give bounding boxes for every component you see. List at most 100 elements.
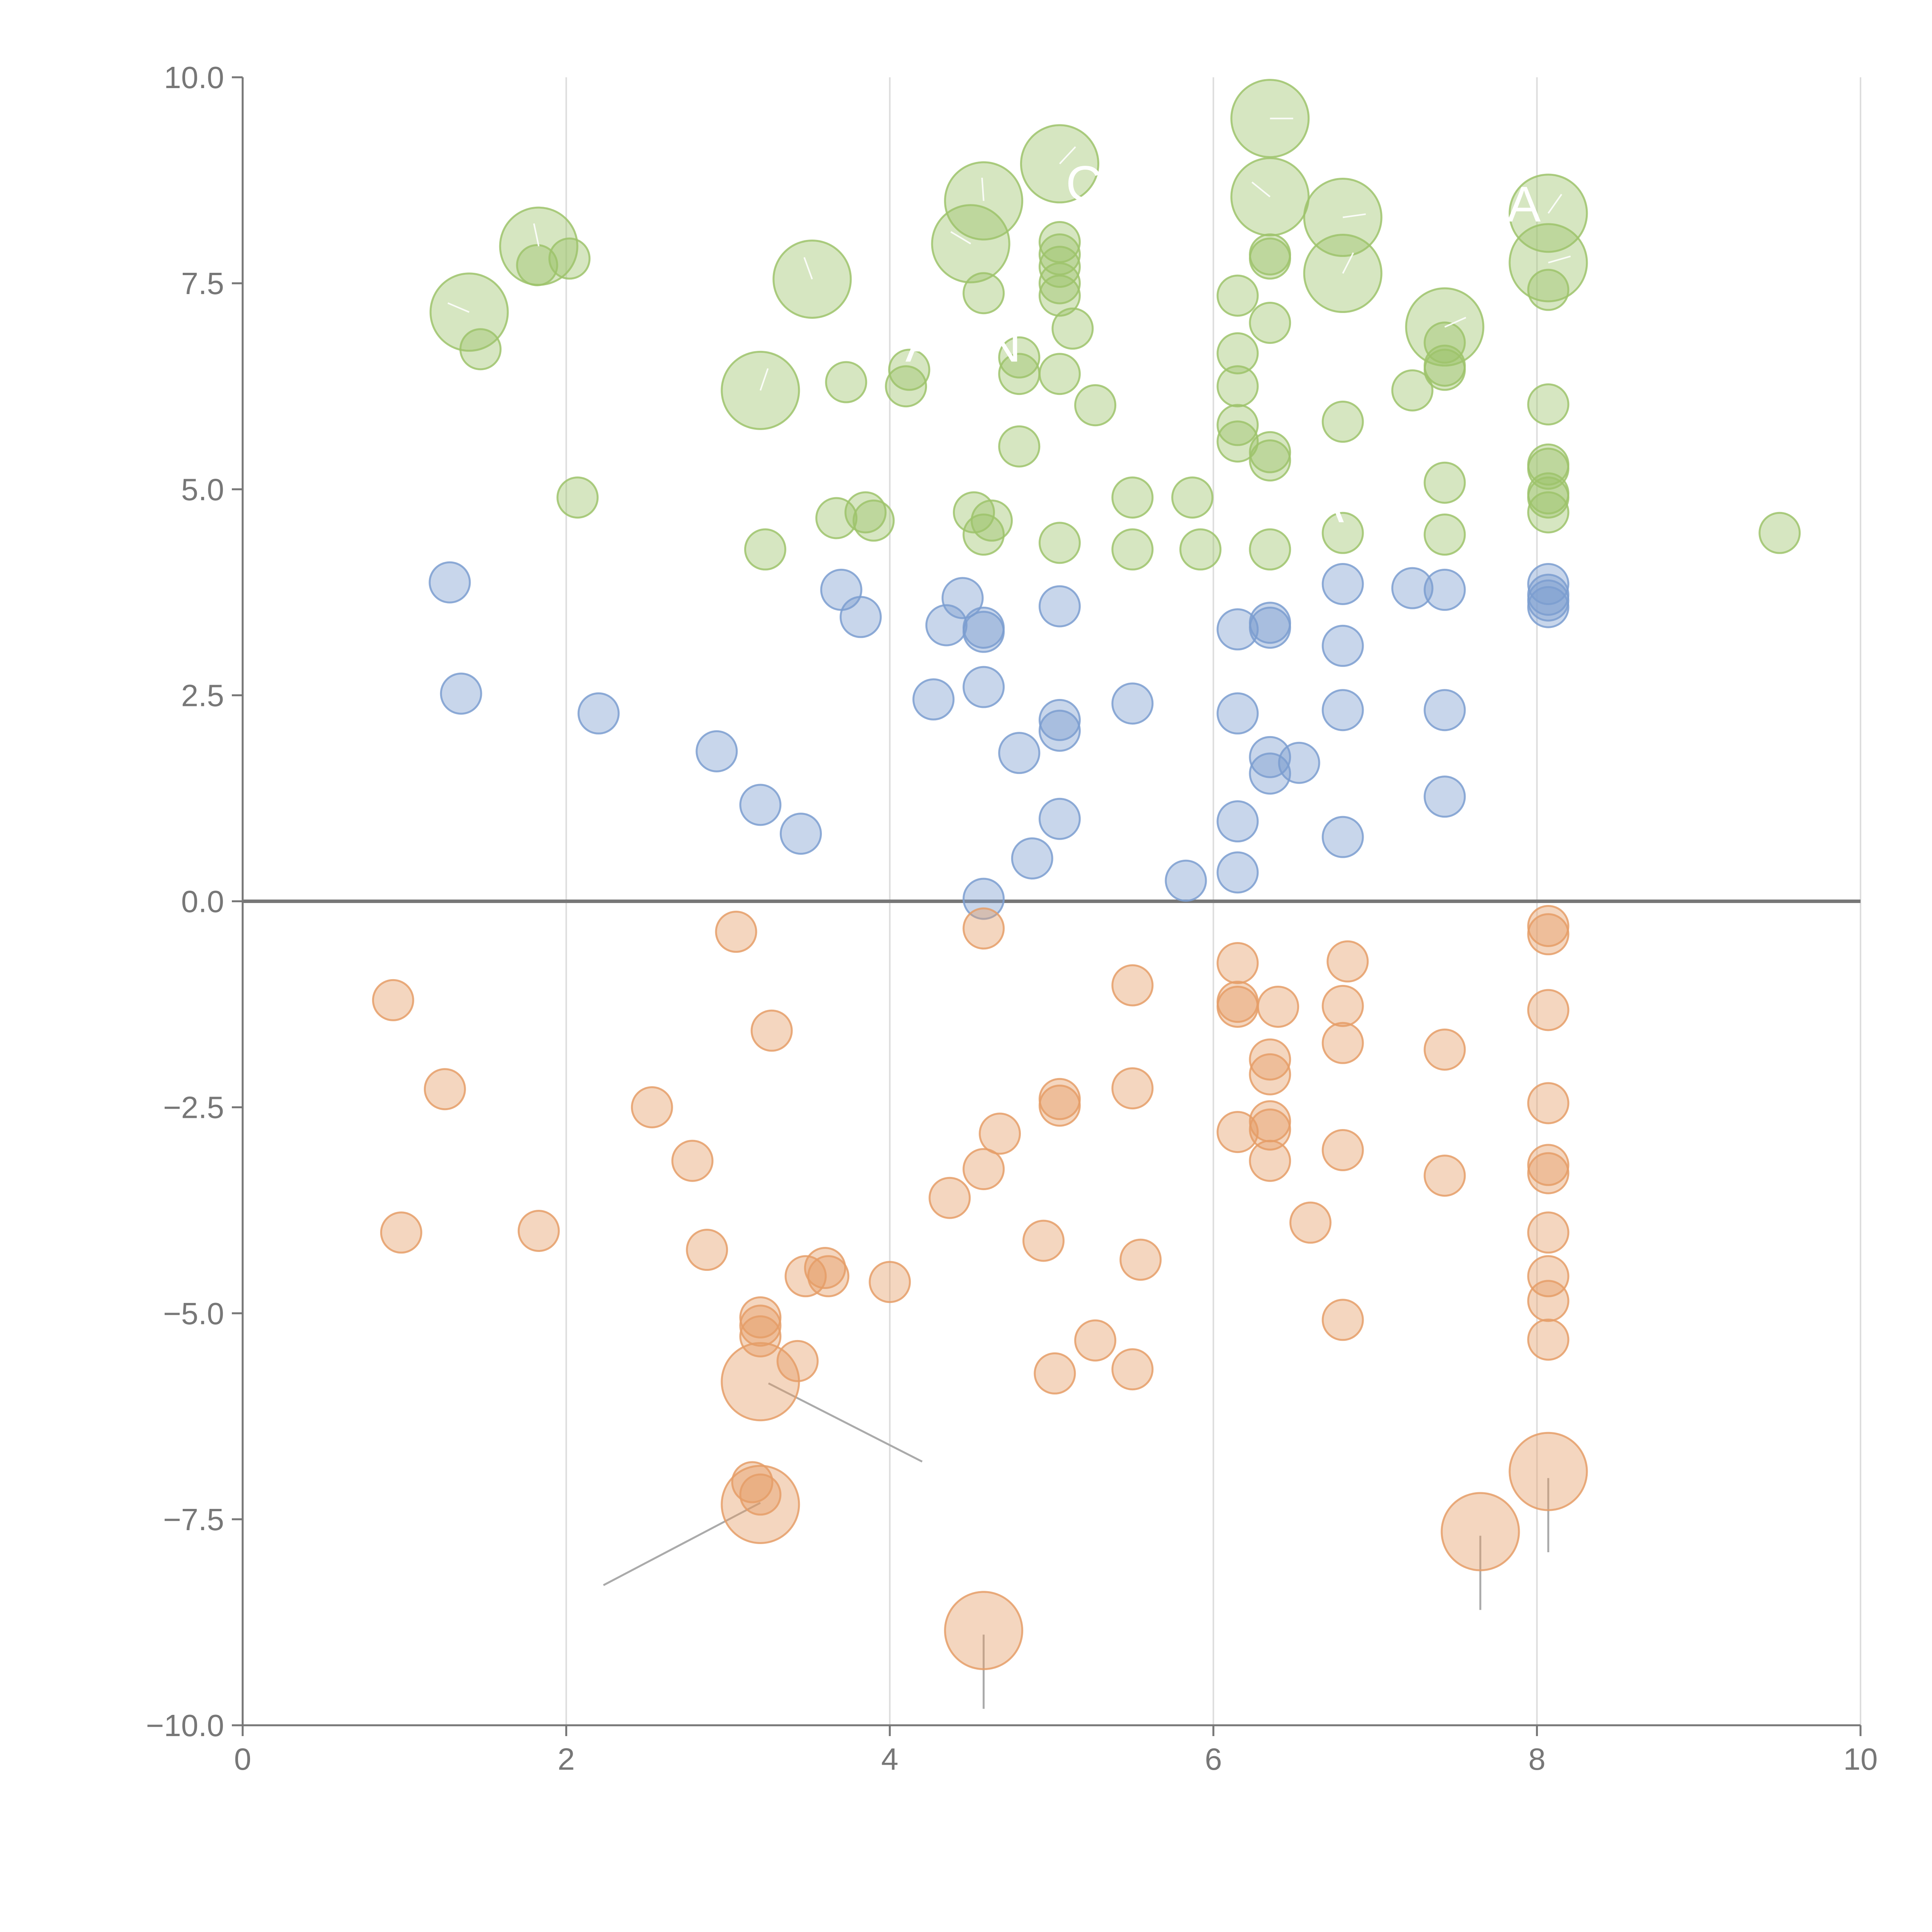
orange-bubble[interactable] [784,1255,827,1298]
green-bubble[interactable] [963,514,1005,556]
blue-bubble[interactable] [1216,608,1259,651]
orange-bubble[interactable] [1527,1211,1570,1254]
orange-bubble[interactable] [1440,1492,1520,1571]
green-bubble[interactable] [1423,349,1466,391]
blue-bubble[interactable] [912,678,955,721]
blue-bubble[interactable] [1249,752,1291,795]
green-bubble[interactable] [998,336,1041,379]
blue-bubble[interactable] [780,813,822,855]
orange-bubble[interactable] [1289,1201,1332,1244]
green-bubble[interactable] [1321,400,1364,443]
orange-bubble[interactable] [1216,1111,1259,1153]
green-bubble[interactable] [885,365,927,408]
orange-bubble[interactable] [1038,1084,1081,1127]
blue-bubble[interactable] [577,692,620,735]
green-bubble[interactable] [1111,528,1154,571]
green-bubble[interactable] [1216,365,1259,408]
green-bubble[interactable] [556,476,599,519]
blue-bubble[interactable] [998,732,1041,774]
orange-bubble[interactable] [869,1261,911,1303]
blue-bubble[interactable] [429,561,471,604]
orange-bubble[interactable] [963,1148,1005,1190]
orange-bubble[interactable] [1527,1255,1570,1298]
blue-bubble[interactable] [1038,699,1081,741]
orange-bubble[interactable] [372,979,414,1021]
green-bubble[interactable] [744,528,786,571]
green-bubble[interactable] [888,349,930,391]
orange-bubble[interactable] [739,1304,782,1347]
orange-bubble[interactable] [1249,1038,1291,1081]
blue-bubble[interactable] [1423,776,1466,818]
orange-bubble[interactable] [739,1473,782,1516]
orange-bubble[interactable] [1249,1053,1291,1095]
orange-bubble[interactable] [1321,985,1364,1027]
blue-bubble[interactable] [1038,709,1081,752]
blue-bubble[interactable] [1527,563,1570,605]
green-bubble[interactable] [721,350,800,430]
orange-bubble[interactable] [517,1210,560,1252]
orange-bubble[interactable] [380,1211,422,1254]
blue-bubble[interactable] [1423,689,1466,731]
green-bubble[interactable] [815,497,858,539]
green-bubble[interactable] [1111,476,1154,519]
blue-bubble[interactable] [839,596,882,638]
green-bubble[interactable] [971,499,1013,542]
blue-bubble[interactable] [1278,742,1320,784]
blue-bubble[interactable] [963,666,1005,708]
green-bubble[interactable] [1527,491,1570,534]
green-bubble[interactable] [1038,353,1081,395]
orange-bubble[interactable] [1327,940,1369,983]
orange-bubble[interactable] [671,1139,714,1182]
green-bubble[interactable] [1527,269,1570,311]
blue-bubble[interactable] [440,672,482,715]
orange-bubble[interactable] [1527,913,1570,956]
orange-bubble[interactable] [807,1255,850,1298]
blue-bubble[interactable] [1038,798,1081,840]
orange-bubble[interactable] [1321,1299,1364,1341]
green-bubble[interactable] [1038,221,1081,263]
green-bubble[interactable] [963,272,1005,315]
green-bubble[interactable] [1038,522,1081,564]
blue-bubble[interactable] [1249,607,1291,649]
orange-bubble[interactable] [1034,1352,1076,1395]
green-bubble[interactable] [1423,514,1466,556]
orange-bubble[interactable] [739,1315,782,1357]
orange-bubble[interactable] [1321,1129,1364,1172]
orange-bubble[interactable] [1527,989,1570,1031]
blue-bubble[interactable] [941,577,984,619]
orange-bubble[interactable] [1216,942,1259,984]
green-bubble[interactable] [548,237,591,280]
green-bubble[interactable] [1038,274,1081,317]
green-bubble[interactable] [1321,512,1364,554]
green-bubble[interactable] [1527,447,1570,490]
blue-bubble[interactable] [963,611,1005,653]
orange-bubble[interactable] [750,1009,793,1052]
orange-bubble[interactable] [631,1086,673,1129]
blue-bubble[interactable] [739,784,782,826]
orange-bubble[interactable] [776,1340,819,1382]
orange-bubble[interactable] [715,910,757,953]
green-bubble[interactable] [1171,476,1214,519]
orange-bubble[interactable] [979,1112,1021,1155]
green-bubble[interactable] [1230,157,1310,236]
blue-bubble[interactable] [1321,563,1364,605]
green-bubble[interactable] [1051,307,1094,350]
blue-bubble[interactable] [1111,682,1154,725]
orange-bubble[interactable] [1423,1155,1466,1197]
blue-bubble[interactable] [963,878,1005,920]
orange-bubble[interactable] [1527,1318,1570,1361]
orange-bubble[interactable] [1509,1432,1588,1511]
green-bubble[interactable] [1527,383,1570,426]
orange-bubble[interactable] [1111,1067,1154,1110]
orange-bubble[interactable] [423,1068,466,1111]
green-bubble[interactable] [852,499,895,542]
orange-bubble[interactable] [1257,985,1299,1028]
green-bubble[interactable] [1391,369,1434,412]
orange-bubble[interactable] [731,1461,774,1503]
orange-bubble[interactable] [1111,1348,1154,1391]
green-bubble[interactable] [1216,404,1259,446]
orange-bubble[interactable] [721,1464,800,1544]
blue-bubble[interactable] [1321,689,1364,731]
blue-bubble[interactable] [696,730,738,772]
orange-bubble[interactable] [1321,1022,1364,1064]
